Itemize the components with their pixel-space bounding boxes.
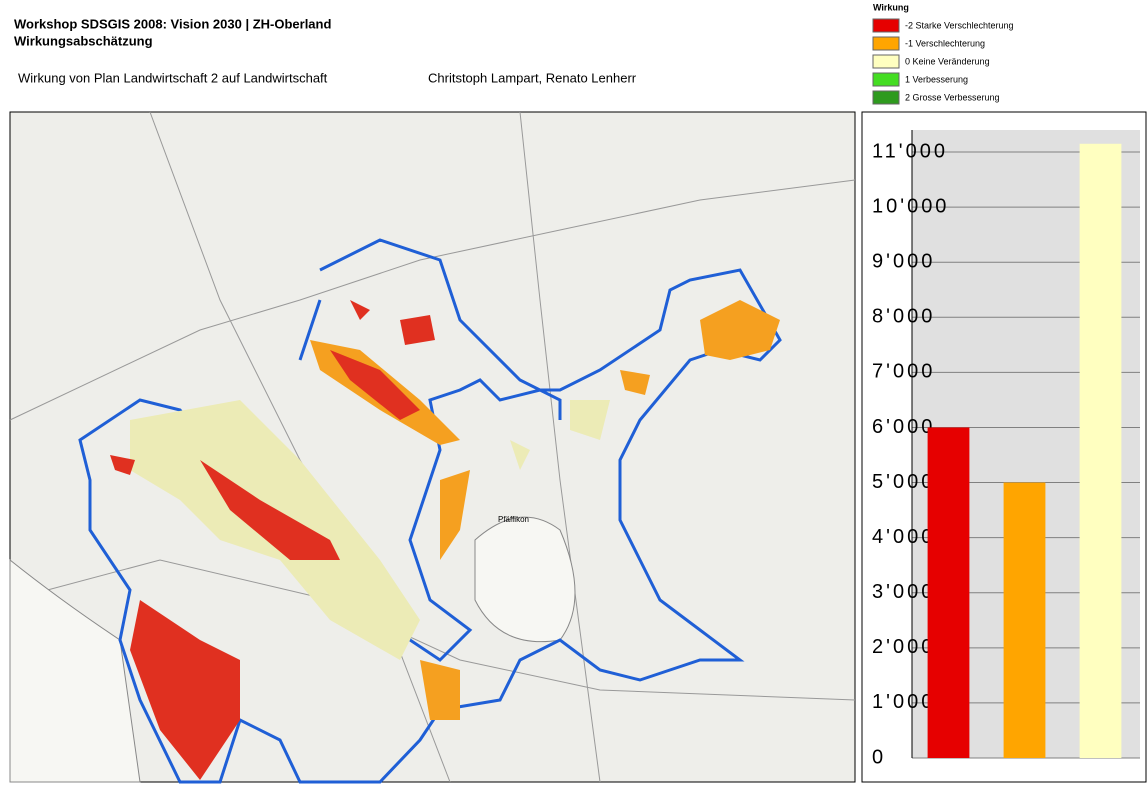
title: Workshop SDSGIS 2008: Vision 2030 | ZH-O… <box>14 16 331 31</box>
y-tick-label: 0 <box>872 746 886 768</box>
y-tick-label: 7'000 <box>872 361 935 383</box>
legend-label: 0 Keine Veränderung <box>905 56 990 66</box>
bar <box>927 427 970 758</box>
subtitle: Wirkungsabschätzung <box>14 33 153 48</box>
legend-label: 2 Grosse Verbesserung <box>905 92 1000 102</box>
zone-worse <box>420 300 780 720</box>
y-tick-label: 5'000 <box>872 471 935 493</box>
chart: 0 1'000 2'000 3'000 4'000 5'000 6'000 7'000 8'00… <box>872 130 1140 768</box>
y-tick-label: 11'000 <box>872 140 948 162</box>
y-tick-label: 8'000 <box>872 306 935 328</box>
bar <box>1079 143 1122 759</box>
place-label: Pfäffikon <box>498 515 529 524</box>
lake <box>9 558 141 783</box>
authors: Chritstoph Lampart, Renato Lenherr <box>428 70 637 85</box>
y-tick-label: 6'000 <box>872 416 935 438</box>
legend-label: 1 Verbesserung <box>905 74 968 84</box>
legend-swatch <box>872 72 900 87</box>
legend-swatch <box>872 54 900 69</box>
zone-strong <box>200 460 340 560</box>
y-tick-label: 9'000 <box>872 250 935 272</box>
legend-label: -1 Verschlechterung <box>905 38 985 48</box>
lake <box>474 516 576 643</box>
y-tick-label: 4'000 <box>872 526 935 548</box>
y-tick-label: 3'000 <box>872 581 935 603</box>
bar <box>1003 482 1046 758</box>
legend: -2 Starke Verschlechterung -1 Verschlecht… <box>872 18 1014 105</box>
zone-strong <box>130 600 240 780</box>
legend-swatch <box>872 18 900 33</box>
legend-label: -2 Starke Verschlechterung <box>905 20 1014 30</box>
y-tick-label: 2'000 <box>872 636 935 658</box>
description: Wirkung von Plan Landwirtschaft 2 auf La… <box>18 70 328 85</box>
legend-title: Wirkung <box>873 2 909 12</box>
map: Pfäffikon <box>9 111 856 784</box>
legend-swatch <box>872 90 900 105</box>
zone-neutral <box>375 400 610 650</box>
y-tick-label: 1'000 <box>872 691 935 713</box>
legend-swatch <box>872 36 900 51</box>
y-tick-label: 10'000 <box>872 195 949 217</box>
zone-strong <box>330 350 420 420</box>
